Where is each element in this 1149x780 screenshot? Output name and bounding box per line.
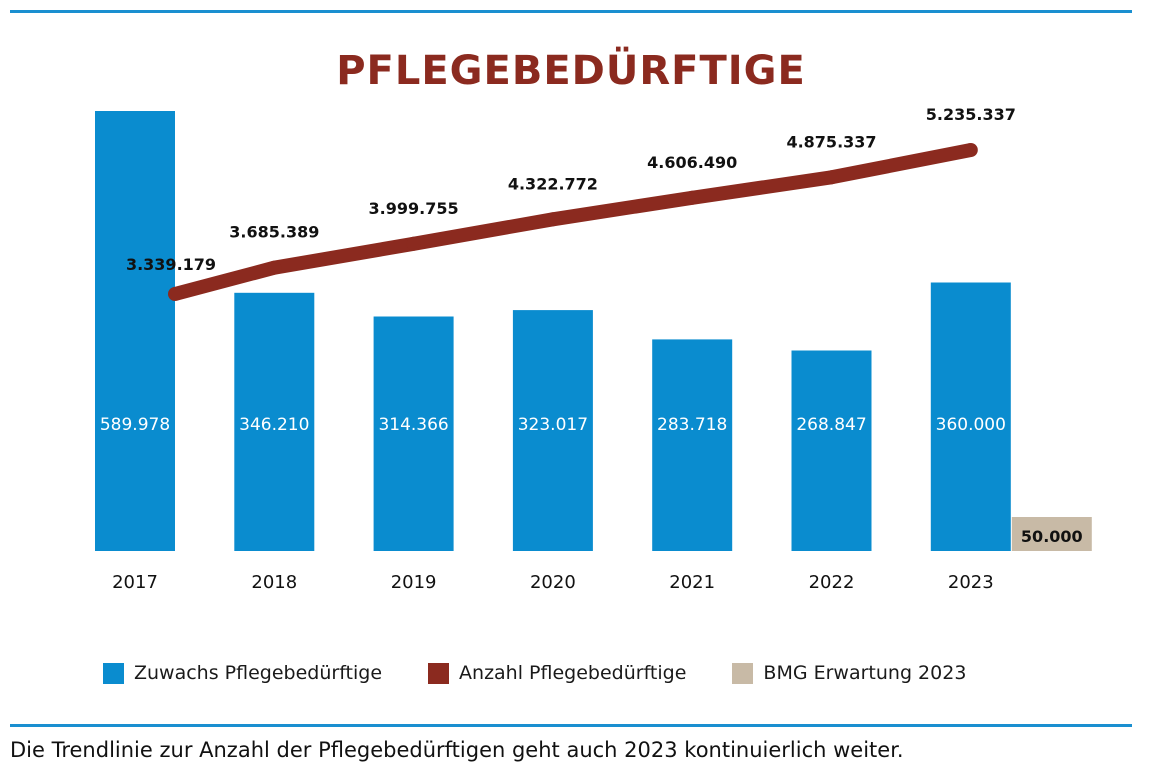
bar-2019 bbox=[373, 316, 454, 551]
bar-label-2018: 346.210 bbox=[239, 415, 309, 435]
bar-bmg-2023 bbox=[1011, 517, 1092, 551]
bar-label-2022: 268.847 bbox=[796, 415, 866, 435]
bar-label-2020: 323.017 bbox=[518, 415, 588, 435]
line-layer bbox=[168, 143, 978, 301]
legend: Zuwachs Pflegebedürftige Anzahl Pflegebe… bbox=[103, 662, 1012, 684]
x-tick-2019: 2019 bbox=[391, 572, 437, 593]
bar-label-2021: 283.718 bbox=[657, 415, 727, 435]
bar-2018 bbox=[234, 292, 315, 551]
legend-swatch-bmg bbox=[732, 662, 754, 684]
bar-2020 bbox=[512, 310, 593, 551]
line-point-2023 bbox=[963, 143, 978, 157]
line-label-2017: 3.339.179 bbox=[126, 255, 216, 274]
bar-label-2017: 589.978 bbox=[100, 415, 170, 435]
legend-item-zuwachs: Zuwachs Pflegebedürftige bbox=[103, 662, 382, 684]
top-rule bbox=[10, 10, 1132, 13]
line-label-2021: 4.606.490 bbox=[647, 153, 737, 172]
line-point-2021 bbox=[685, 190, 700, 205]
line-point-2020 bbox=[545, 212, 560, 227]
x-tick-2020: 2020 bbox=[530, 572, 576, 593]
legend-label-anzahl: Anzahl Pflegebedürftige bbox=[459, 662, 687, 684]
legend-swatch-zuwachs bbox=[103, 662, 124, 684]
bar-label-2023: 360.000 bbox=[936, 415, 1006, 435]
bar-label-2019: 314.366 bbox=[378, 415, 448, 435]
legend-swatch-anzahl bbox=[428, 662, 450, 684]
bottom-rule bbox=[10, 724, 1132, 727]
legend-item-bmg: BMG Erwartung 2023 bbox=[732, 662, 966, 684]
legend-label-bmg: BMG Erwartung 2023 bbox=[763, 662, 967, 684]
x-tick-2023: 2023 bbox=[948, 572, 994, 593]
bars-layer bbox=[95, 111, 1092, 551]
labels-layer: 589.978 2017 346.210 2018 314.366 2019 323.017… bbox=[100, 105, 1083, 593]
line-label-2023: 5.235.337 bbox=[926, 105, 1016, 124]
line-point-2018 bbox=[267, 260, 282, 275]
x-tick-2021: 2021 bbox=[669, 572, 715, 593]
legend-label-zuwachs: Zuwachs Pflegebedürftige bbox=[134, 662, 383, 684]
bar-2017 bbox=[95, 111, 175, 551]
x-tick-2017: 2017 bbox=[112, 572, 158, 593]
line-label-2018: 3.685.389 bbox=[229, 223, 319, 242]
line-point-2019 bbox=[406, 236, 421, 251]
x-tick-2018: 2018 bbox=[251, 572, 297, 593]
line-label-2019: 3.999.755 bbox=[369, 199, 459, 218]
line-label-2020: 4.322.772 bbox=[508, 174, 598, 193]
bar-bmg-2023-label: 50.000 bbox=[1021, 527, 1083, 546]
bar-2022 bbox=[791, 350, 872, 551]
bar-2023 bbox=[930, 282, 1011, 551]
line-point-2022 bbox=[824, 170, 839, 185]
chart-title: PFLEGEBEDÜRFTIGE bbox=[336, 46, 806, 94]
legend-item-anzahl: Anzahl Pflegebedürftige bbox=[428, 662, 686, 684]
x-tick-2022: 2022 bbox=[809, 572, 855, 593]
chart: PFLEGEBEDÜRFTIGE 589.978 2017 346.210 2018 3… bbox=[95, 46, 1092, 593]
line-label-2022: 4.875.337 bbox=[786, 132, 876, 151]
bar-2021 bbox=[652, 339, 733, 551]
line-point-2017 bbox=[168, 287, 182, 301]
caption: Die Trendlinie zur Anzahl der Pflegebedü… bbox=[10, 738, 904, 762]
